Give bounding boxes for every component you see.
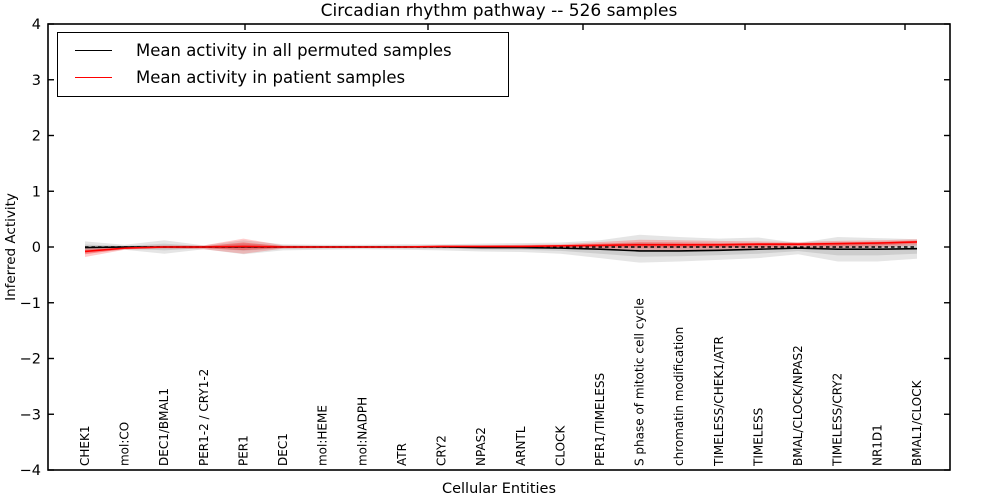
x-category-label: DEC1 (276, 433, 290, 466)
y-tick-label: 3 (32, 73, 41, 89)
x-category-label: DEC1/BMAL1 (157, 388, 171, 466)
y-tick-label: −1 (20, 296, 41, 312)
x-category-label: NPAS2 (474, 427, 488, 466)
x-category-label: NR1D1 (870, 424, 884, 466)
x-category-label: ARNTL (514, 426, 528, 466)
x-category-label: TIMELESS/CRY2 (831, 373, 845, 467)
y-tick-label: −4 (20, 463, 41, 479)
chart-title: Circadian rhythm pathway -- 526 samples (320, 1, 678, 21)
y-tick-label: 4 (32, 17, 41, 33)
x-category-label: CHEK1 (78, 426, 92, 467)
x-category-label: PER1-2 / CRY1-2 (197, 369, 211, 466)
x-category-label: mol:HEME (316, 405, 330, 466)
legend-item-permuted: Mean activity in all permuted samples (58, 37, 508, 64)
legend: Mean activity in all permuted samples Me… (57, 32, 509, 97)
y-tick-label: 0 (32, 240, 41, 256)
legend-label: Mean activity in patient samples (136, 68, 406, 87)
legend-line-red (75, 77, 112, 78)
x-axis-label: Cellular Entities (441, 481, 557, 497)
x-category-label: CLOCK (553, 425, 567, 466)
x-category-label: mol:NADPH (355, 397, 369, 466)
x-category-label: CRY2 (435, 435, 449, 466)
x-category-label: TIMELESS (751, 408, 765, 467)
legend-item-patient: Mean activity in patient samples (58, 64, 508, 91)
x-category-label: ATR (395, 443, 409, 466)
y-tick-label: −2 (20, 352, 41, 368)
x-category-label: PER1 (236, 435, 250, 466)
y-tick-label: 1 (32, 184, 41, 200)
y-axis-label: Inferred Activity (3, 193, 19, 301)
y-tick-label: 2 (32, 129, 41, 145)
legend-label: Mean activity in all permuted samples (136, 41, 452, 60)
x-category-label: chromatin modification (672, 327, 686, 466)
x-category-label: TIMELESS/CHEK1/ATR (712, 336, 726, 467)
permuted-band-outer (85, 234, 917, 263)
x-category-label: S phase of mitotic cell cycle (633, 298, 647, 466)
y-tick-label: −3 (20, 407, 41, 423)
x-category-label: PER1/TIMELESS (593, 373, 607, 466)
patient-mean-line (84, 241, 918, 253)
x-category-label: BMAL/CLOCK/NPAS2 (791, 345, 805, 466)
x-category-label: mol:CO (118, 422, 132, 466)
x-category-label: BMAL1/CLOCK (910, 379, 924, 466)
legend-line-black (75, 50, 112, 51)
